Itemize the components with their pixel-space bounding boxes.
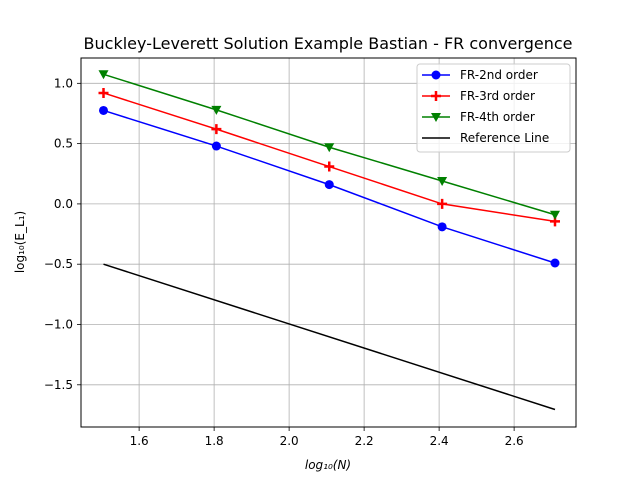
legend-marker <box>431 70 441 80</box>
x-tick-label: 2.0 <box>280 434 299 448</box>
y-tick-label: −1.5 <box>44 378 73 392</box>
x-tick-label: 2.4 <box>430 434 449 448</box>
chart-title: Buckley-Leverett Solution Example Bastia… <box>84 34 573 53</box>
data-point <box>324 143 335 153</box>
legend-label: FR-4th order <box>460 110 535 124</box>
data-point <box>98 70 109 80</box>
plot-frame <box>80 57 577 428</box>
legend-marker <box>431 91 441 101</box>
legend-label: FR-3rd order <box>460 89 535 103</box>
x-tick-label: 2.6 <box>505 434 524 448</box>
legend-marker <box>431 113 441 122</box>
data-point <box>437 198 448 209</box>
series-layer <box>98 70 560 411</box>
data-point <box>98 87 109 98</box>
data-point <box>550 210 560 220</box>
legend-item: FR-3rd order <box>422 89 535 103</box>
legend-box <box>416 63 571 153</box>
series-3 <box>98 70 560 220</box>
legend-item: Reference Line <box>422 131 549 145</box>
grid-lines <box>81 58 576 427</box>
data-point <box>437 222 447 232</box>
legend-item: FR-4th order <box>422 110 535 124</box>
data-point <box>550 258 560 268</box>
y-tick-label: −0.5 <box>44 257 73 271</box>
legend-label: FR-2nd order <box>460 68 538 82</box>
y-tick-label: −1.0 <box>44 318 73 332</box>
data-point <box>437 177 448 186</box>
series-4 <box>103 263 556 411</box>
x-tick-label: 2.2 <box>355 434 374 448</box>
x-tick-label: 1.8 <box>205 434 224 448</box>
data-point <box>211 141 221 151</box>
legend: FR-2nd order FR-3rd order FR-4th order Refe… <box>416 63 571 153</box>
y-tick-label: 1.0 <box>54 76 73 90</box>
x-axis-ticks: 1.6 1.8 2.0 2.2 2.4 2.6 <box>130 427 524 448</box>
data-point <box>99 105 108 115</box>
legend-label: Reference Line <box>460 131 549 145</box>
y-axis-ticks: 1.0 0.5 0.0 −0.5 −1.0 −1.5 <box>44 76 81 392</box>
y-tick-label: 0.5 <box>54 137 73 151</box>
data-point <box>324 161 335 172</box>
data-point <box>324 180 334 190</box>
series-2 <box>98 87 560 227</box>
data-point <box>211 105 222 115</box>
series-line <box>103 263 556 411</box>
x-axis-label: log₁₀(N) <box>305 458 351 472</box>
x-tick-label: 1.6 <box>130 434 149 448</box>
data-point <box>211 124 222 135</box>
series-1 <box>99 105 560 268</box>
y-axis-label: log₁₀(E_L₁) <box>13 211 27 273</box>
legend-item: FR-2nd order <box>422 68 538 82</box>
y-tick-label: 0.0 <box>54 197 73 211</box>
